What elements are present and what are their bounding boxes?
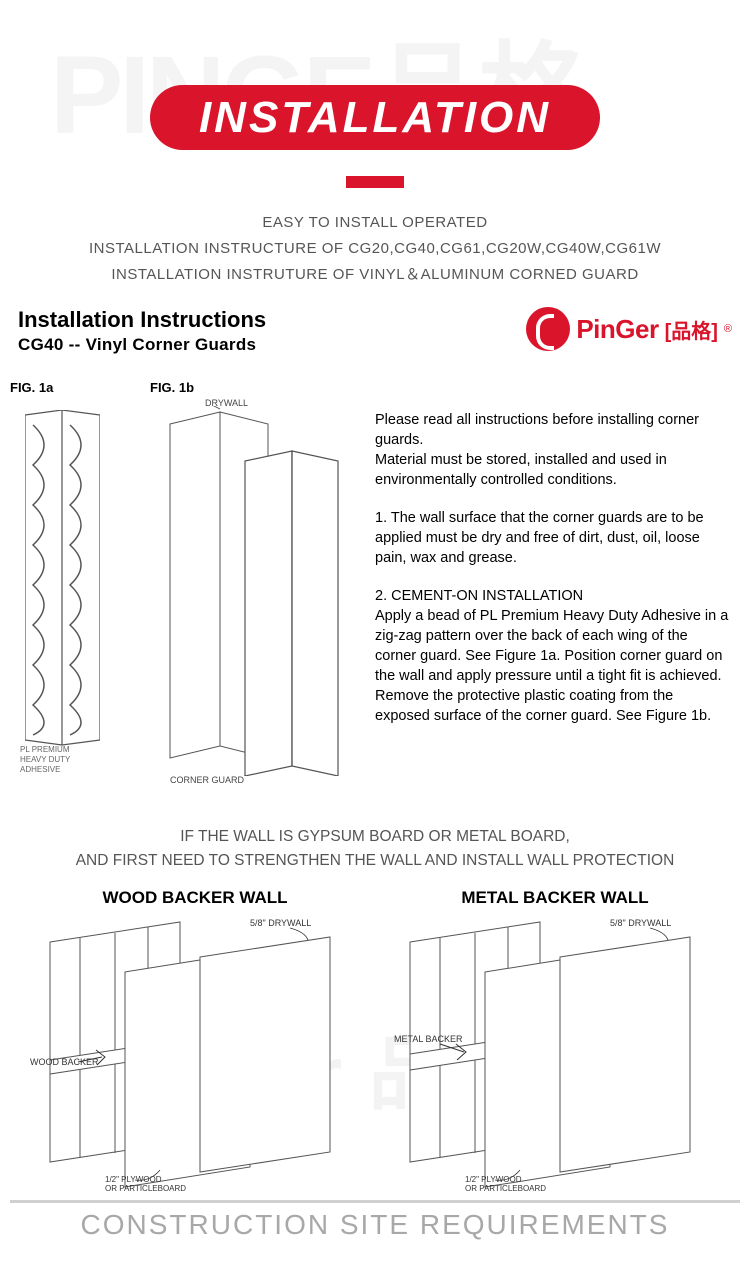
bottom-banner: CONSTRUCTION SITE REQUIREMENTS <box>0 1200 750 1241</box>
instruction-body: Please read all instructions before inst… <box>375 410 730 744</box>
gypsum-line2: AND FIRST NEED TO STRENGTHEN THE WALL AN… <box>0 849 750 873</box>
instr-p0: Please read all instructions before inst… <box>375 412 699 448</box>
metal-backer-title: METAL BACKER WALL <box>390 888 720 908</box>
fig1a-label: FIG. 1a <box>10 380 53 395</box>
installation-pill: INSTALLATION <box>150 85 600 150</box>
metal-backer-label: METAL BACKER <box>394 1034 463 1044</box>
bottom-banner-text: CONSTRUCTION SITE REQUIREMENTS <box>0 1209 750 1241</box>
gypsum-line1: IF THE WALL IS GYPSUM BOARD OR METAL BOA… <box>0 825 750 849</box>
metal-backer-svg: 5/8" DRYWALL METAL BACKER 1/2" PLYWOOD O… <box>390 912 720 1192</box>
wood-backer-title: WOOD BACKER WALL <box>30 888 360 908</box>
pinger-logo: PinGer [品格] ® <box>526 307 732 351</box>
intro-line3: INSTALLATION INSTRUTURE OF VINYL＆ALUMINU… <box>0 262 750 288</box>
instr-p1: 1. The wall surface that the corner guar… <box>375 508 730 568</box>
intro-block: EASY TO INSTALL OPERATED INSTALLATION IN… <box>0 210 750 288</box>
corner-guard-label: CORNER GUARD <box>170 775 244 785</box>
wood-backer-svg: 5/8" DRYWALL WOOD BACKER 1/2" PLYWOOD OR… <box>30 912 360 1192</box>
fig1b-label: FIG. 1b <box>150 380 194 395</box>
figure-area: FIG. 1a FIG. 1b DRYWALL PL PREMIUM HEAVY… <box>10 380 360 790</box>
pinger-logo-reg: ® <box>724 323 732 335</box>
metal-backer-panel: METAL BACKER WALL 5/8" DRYWALL METAL BAC… <box>390 888 720 1197</box>
installation-pill-text: INSTALLATION <box>199 93 551 143</box>
metal-drywall-label: 5/8" DRYWALL <box>610 918 671 928</box>
instruction-title: Installation Instructions CG40 -- Vinyl … <box>18 307 266 355</box>
fig1b-svg <box>150 406 350 776</box>
instruction-title-line1: Installation Instructions <box>18 307 266 333</box>
bottom-bar <box>10 1200 740 1203</box>
instruction-title-line2: CG40 -- Vinyl Corner Guards <box>18 335 266 355</box>
intro-line2: INSTALLATION INSTRUCTURE OF CG20,CG40,CG… <box>0 236 750 262</box>
instruction-header: Installation Instructions CG40 -- Vinyl … <box>18 307 732 355</box>
instr-p2: 2. CEMENT-ON INSTALLATION <box>375 588 583 604</box>
wood-drywall-label: 5/8" DRYWALL <box>250 918 311 928</box>
wood-backer-panel: WOOD BACKER WALL 5/8" DRYWALL <box>30 888 360 1197</box>
backer-diagrams: WOOD BACKER WALL 5/8" DRYWALL <box>30 888 720 1197</box>
page: PINGE品格 INSTALLATION EASY TO INSTALL OPE… <box>0 0 750 1261</box>
fig1a-svg <box>25 410 100 750</box>
pinger-logo-icon <box>526 307 570 351</box>
gypsum-note: IF THE WALL IS GYPSUM BOARD OR METAL BOA… <box>0 825 750 873</box>
pinger-logo-text1: PinGer <box>576 314 658 345</box>
wood-plywood-label: 1/2" PLYWOOD OR PARTICLEBOARD <box>105 1175 206 1192</box>
instr-p2b: Apply a bead of PL Premium Heavy Duty Ad… <box>375 608 728 724</box>
instr-p0b: Material must be stored, installed and u… <box>375 452 667 488</box>
intro-line1: EASY TO INSTALL OPERATED <box>0 210 750 236</box>
pinger-logo-text2: [品格] <box>665 315 718 344</box>
red-underline <box>346 176 404 188</box>
wood-backer-label: WOOD BACKER <box>30 1057 99 1067</box>
